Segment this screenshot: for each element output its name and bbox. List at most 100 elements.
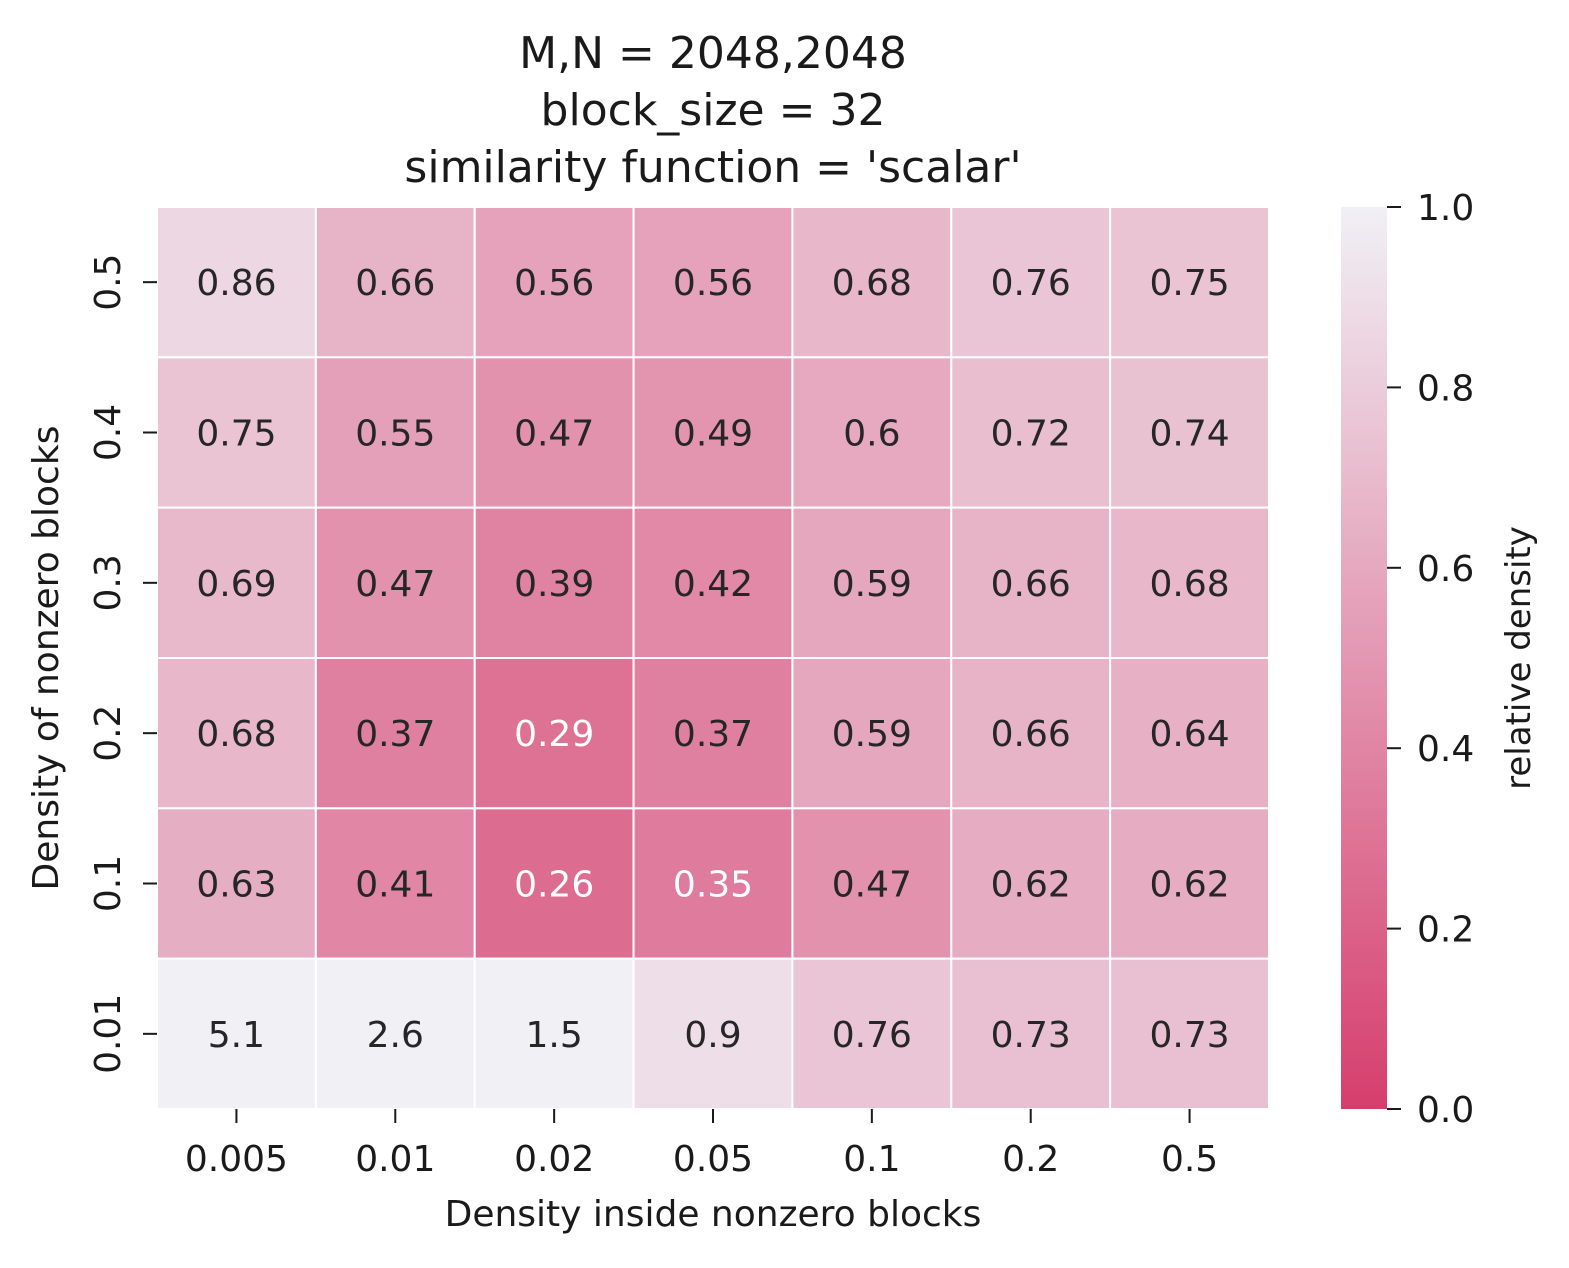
cell-value-label: 0.35 xyxy=(673,865,753,906)
x-tick-label: 0.02 xyxy=(514,1139,594,1180)
heatmap-cell xyxy=(791,807,953,960)
y-axis: 0.5 0.4 0.3 0.2 0.1 0.01 xyxy=(88,254,157,1074)
cell-value-label: 0.62 xyxy=(1149,865,1229,906)
cell-value-label: 0.56 xyxy=(514,263,594,304)
cell-value-label: 0.68 xyxy=(196,714,276,755)
cell-value-label: 0.75 xyxy=(196,414,276,455)
y-tick-label: 0.4 xyxy=(88,404,129,461)
x-tick-label: 0.2 xyxy=(1002,1139,1059,1180)
heatmap-cell xyxy=(632,356,794,509)
colorbar xyxy=(1341,207,1387,1109)
x-tick-label: 0.1 xyxy=(843,1139,900,1180)
colorbar-tick-label: 0.0 xyxy=(1417,1090,1474,1131)
cell-value-label: 0.66 xyxy=(991,714,1071,755)
chart-title-line-3: similarity function = 'scalar' xyxy=(404,142,1022,193)
cell-value-label: 0.47 xyxy=(514,414,594,455)
heatmap-cell xyxy=(473,506,635,659)
cell-value-label: 0.42 xyxy=(673,564,753,605)
heatmap-cell xyxy=(950,356,1112,509)
cell-value-label: 0.47 xyxy=(832,865,912,906)
colorbar-ticks: 0.0 0.2 0.4 0.6 0.8 1.0 xyxy=(1387,188,1474,1131)
heatmap-cell xyxy=(314,356,476,509)
cell-value-label: 0.6 xyxy=(843,414,900,455)
y-axis-label: Density of nonzero blocks xyxy=(26,426,67,891)
cell-value-label: 0.69 xyxy=(196,564,276,605)
heatmap-cells xyxy=(156,206,1270,1111)
cell-value-label: 0.37 xyxy=(355,714,435,755)
x-axis-label: Density inside nonzero blocks xyxy=(445,1194,982,1235)
cell-value-label: 0.86 xyxy=(196,263,276,304)
heatmap-cell xyxy=(314,506,476,659)
cell-value-label: 0.73 xyxy=(1149,1015,1229,1056)
heatmap-cell xyxy=(950,206,1112,359)
heatmap-cell xyxy=(473,356,635,509)
colorbar-tick-label: 0.6 xyxy=(1417,549,1474,590)
heatmap-cell xyxy=(1109,807,1270,960)
x-axis: 0.005 0.01 0.02 0.05 0.1 0.2 0.5 xyxy=(185,1109,1218,1180)
heatmap-cell xyxy=(473,657,635,810)
cell-value-label: 0.62 xyxy=(991,865,1071,906)
heatmap-cell xyxy=(473,807,635,960)
cell-value-label: 0.63 xyxy=(196,865,276,906)
heatmap-cell xyxy=(1109,657,1270,810)
heatmap-cell xyxy=(156,957,317,1111)
cell-value-label: 0.26 xyxy=(514,865,594,906)
cell-value-label: 0.76 xyxy=(832,1015,912,1056)
chart-title-line-1: M,N = 2048,2048 xyxy=(519,28,907,79)
y-tick-label: 0.3 xyxy=(88,554,129,611)
cell-value-label: 5.1 xyxy=(208,1015,265,1056)
cell-value-label: 0.37 xyxy=(673,714,753,755)
cell-value-label: 0.47 xyxy=(355,564,435,605)
cell-value-label: 0.75 xyxy=(1149,263,1229,304)
cell-value-label: 0.73 xyxy=(991,1015,1071,1056)
cell-value-label: 0.41 xyxy=(355,865,435,906)
cell-value-label: 0.29 xyxy=(514,714,594,755)
cell-value-label: 0.56 xyxy=(673,263,753,304)
colorbar-tick-label: 1.0 xyxy=(1417,188,1474,229)
cell-value-label: 0.66 xyxy=(355,263,435,304)
heatmap-cell xyxy=(791,657,953,810)
heatmap-cell xyxy=(632,506,794,659)
cell-value-label: 0.9 xyxy=(684,1015,741,1056)
cell-value-label: 0.66 xyxy=(991,564,1071,605)
heatmap-cell xyxy=(156,356,317,509)
y-tick-label: 0.01 xyxy=(88,994,129,1074)
cell-value-label: 0.39 xyxy=(514,564,594,605)
x-tick-label: 0.05 xyxy=(673,1139,753,1180)
heatmap-cell xyxy=(950,657,1112,810)
heatmap-cell xyxy=(314,657,476,810)
x-tick-label: 0.5 xyxy=(1161,1139,1218,1180)
heatmap-cell xyxy=(1109,506,1270,659)
cell-value-label: 0.68 xyxy=(1149,564,1229,605)
heatmap-cell xyxy=(632,807,794,960)
heatmap-cell xyxy=(1109,206,1270,359)
colorbar-tick-label: 0.8 xyxy=(1417,368,1474,409)
heatmap-cell xyxy=(950,807,1112,960)
cell-value-label: 2.6 xyxy=(367,1015,424,1056)
cell-value-label: 0.55 xyxy=(355,414,435,455)
heatmap-cell xyxy=(314,807,476,960)
heatmap-cell xyxy=(473,957,635,1111)
cell-value-label: 0.59 xyxy=(832,714,912,755)
cell-value-label: 0.68 xyxy=(832,263,912,304)
colorbar-tick-label: 0.2 xyxy=(1417,910,1474,951)
heatmap-cell xyxy=(156,506,317,659)
cell-value-label: 1.5 xyxy=(526,1015,583,1056)
cell-value-label: 0.59 xyxy=(832,564,912,605)
colorbar-tick-label: 0.4 xyxy=(1417,729,1474,770)
x-tick-label: 0.005 xyxy=(185,1139,288,1180)
heatmap-cell xyxy=(1109,356,1270,509)
heatmap-cell-labels: 0.86 0.66 0.56 0.56 0.68 0.76 0.75 0.75 0.55 0.47… xyxy=(196,263,1229,1056)
heatmap-cell xyxy=(632,657,794,810)
y-tick-label: 0.5 xyxy=(88,254,129,311)
cell-value-label: 0.74 xyxy=(1149,414,1229,455)
chart-title-line-2: block_size = 32 xyxy=(540,85,886,136)
colorbar-label: relative density xyxy=(1499,526,1539,790)
heatmap-cell xyxy=(791,506,953,659)
y-tick-label: 0.1 xyxy=(88,855,129,912)
cell-value-label: 0.76 xyxy=(991,263,1071,304)
cell-value-label: 0.49 xyxy=(673,414,753,455)
cell-value-label: 0.72 xyxy=(991,414,1071,455)
cell-value-label: 0.64 xyxy=(1149,714,1229,755)
